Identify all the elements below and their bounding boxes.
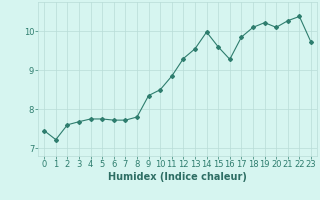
X-axis label: Humidex (Indice chaleur): Humidex (Indice chaleur): [108, 172, 247, 182]
